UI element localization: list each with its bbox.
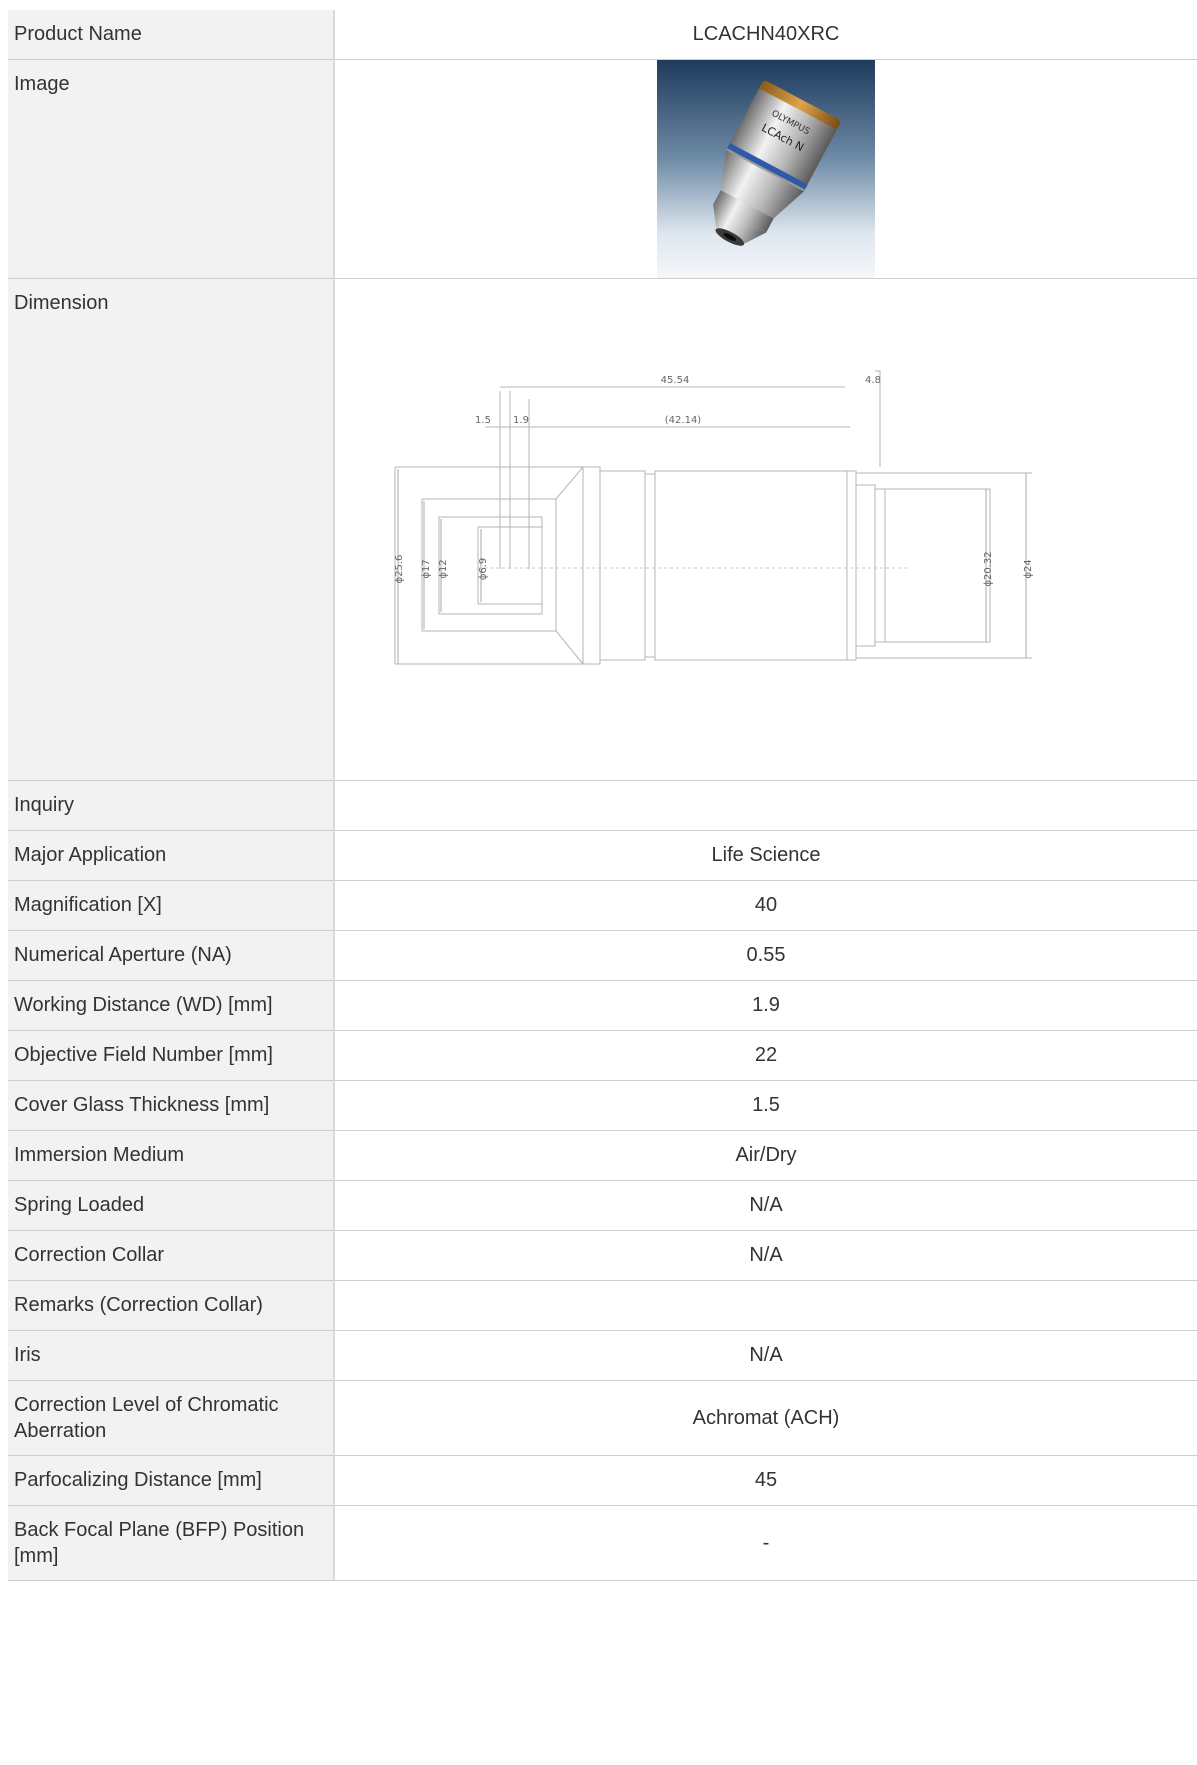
- dimension-drawing: 45.54 4.8 1.5 1.9 (42.14) ϕ25.6 ϕ17 ϕ12 …: [335, 279, 1197, 779]
- value-immersion-medium: Air/Dry: [334, 1130, 1197, 1181]
- row-cover-glass: Cover Glass Thickness [mm] 1.5: [8, 1080, 1197, 1131]
- label-major-application: Major Application: [8, 830, 335, 881]
- label-product-name: Product Name: [8, 10, 335, 60]
- label-back-focal-plane: Back Focal Plane (BFP) Position [mm]: [8, 1505, 335, 1581]
- outer-flange: [394, 466, 584, 665]
- value-working-distance: 1.9: [334, 980, 1197, 1031]
- row-major-application: Major Application Life Science: [8, 830, 1197, 881]
- thread-section: [885, 488, 991, 643]
- label-dimension: Dimension: [8, 278, 335, 781]
- value-iris: N/A: [334, 1330, 1197, 1381]
- row-chromatic-correction: Correction Level of Chromatic Aberration…: [8, 1380, 1197, 1456]
- value-spring-loaded: N/A: [334, 1180, 1197, 1231]
- row-inquiry: Inquiry: [8, 780, 1197, 831]
- value-inquiry: [334, 780, 1197, 831]
- row-product-name: Product Name LCACHN40XRC: [8, 10, 1197, 60]
- value-field-number: 22: [334, 1030, 1197, 1081]
- label-parfocalizing-distance: Parfocalizing Distance [mm]: [8, 1455, 335, 1506]
- label-correction-collar: Correction Collar: [8, 1230, 335, 1281]
- label-cover-glass: Cover Glass Thickness [mm]: [8, 1080, 335, 1131]
- value-magnification: 40: [334, 880, 1197, 931]
- bore-12: [438, 516, 543, 615]
- label-immersion-medium: Immersion Medium: [8, 1130, 335, 1181]
- dia-12: ϕ12: [438, 559, 449, 578]
- dim-length-total: 45.54: [661, 375, 690, 386]
- label-chromatic-correction: Correction Level of Chromatic Aberration: [8, 1380, 335, 1456]
- dim-a: 1.5: [475, 415, 491, 426]
- dia-outer: ϕ25.6: [394, 555, 405, 584]
- row-magnification: Magnification [X] 40: [8, 880, 1197, 931]
- label-iris: Iris: [8, 1330, 335, 1381]
- dia-24: ϕ24: [1023, 559, 1034, 578]
- dim-b: 1.9: [513, 415, 529, 426]
- row-iris: Iris N/A: [8, 1330, 1197, 1381]
- row-parfocalizing-distance: Parfocalizing Distance [mm] 45: [8, 1455, 1197, 1506]
- value-product-name: LCACHN40XRC: [334, 10, 1197, 60]
- row-immersion-medium: Immersion Medium Air/Dry: [8, 1130, 1197, 1181]
- main-barrel: [654, 470, 848, 661]
- value-numerical-aperture: 0.55: [334, 930, 1197, 981]
- value-parfocalizing-distance: 45: [334, 1455, 1197, 1506]
- row-working-distance: Working Distance (WD) [mm] 1.9: [8, 980, 1197, 1031]
- product-image: OLYMPUS LCAch N: [657, 59, 875, 278]
- dia-17: ϕ17: [421, 559, 432, 578]
- image-cell: OLYMPUS LCAch N: [334, 59, 1197, 279]
- label-image: Image: [8, 59, 335, 279]
- label-numerical-aperture: Numerical Aperture (NA): [8, 930, 335, 981]
- value-major-application: Life Science: [334, 830, 1197, 881]
- spec-table: Product Name LCACHN40XRC Image: [8, 10, 1197, 1581]
- row-numerical-aperture: Numerical Aperture (NA) 0.55: [8, 930, 1197, 981]
- value-chromatic-correction: Achromat (ACH): [334, 1380, 1197, 1456]
- dim-length-rear: 4.8: [865, 375, 881, 386]
- row-image: Image: [8, 59, 1197, 279]
- dim-length-body: (42.14): [665, 415, 702, 426]
- value-remarks-correction-collar: [334, 1280, 1197, 1331]
- row-dimension: Dimension: [8, 278, 1197, 781]
- label-spring-loaded: Spring Loaded: [8, 1180, 335, 1231]
- row-correction-collar: Correction Collar N/A: [8, 1230, 1197, 1281]
- row-spring-loaded: Spring Loaded N/A: [8, 1180, 1197, 1231]
- dimension-cell: 45.54 4.8 1.5 1.9 (42.14) ϕ25.6 ϕ17 ϕ12 …: [334, 278, 1197, 781]
- row-back-focal-plane: Back Focal Plane (BFP) Position [mm] -: [8, 1505, 1197, 1581]
- label-working-distance: Working Distance (WD) [mm]: [8, 980, 335, 1031]
- label-inquiry: Inquiry: [8, 780, 335, 831]
- label-field-number: Objective Field Number [mm]: [8, 1030, 335, 1081]
- row-field-number: Objective Field Number [mm] 22: [8, 1030, 1197, 1081]
- label-remarks-correction-collar: Remarks (Correction Collar): [8, 1280, 335, 1331]
- dia-6-9: ϕ6.9: [478, 558, 489, 581]
- dia-20-32: ϕ20.32: [983, 551, 994, 586]
- row-remarks-correction-collar: Remarks (Correction Collar): [8, 1280, 1197, 1331]
- value-back-focal-plane: -: [334, 1505, 1197, 1581]
- label-magnification: Magnification [X]: [8, 880, 335, 931]
- value-correction-collar: N/A: [334, 1230, 1197, 1281]
- value-cover-glass: 1.5: [334, 1080, 1197, 1131]
